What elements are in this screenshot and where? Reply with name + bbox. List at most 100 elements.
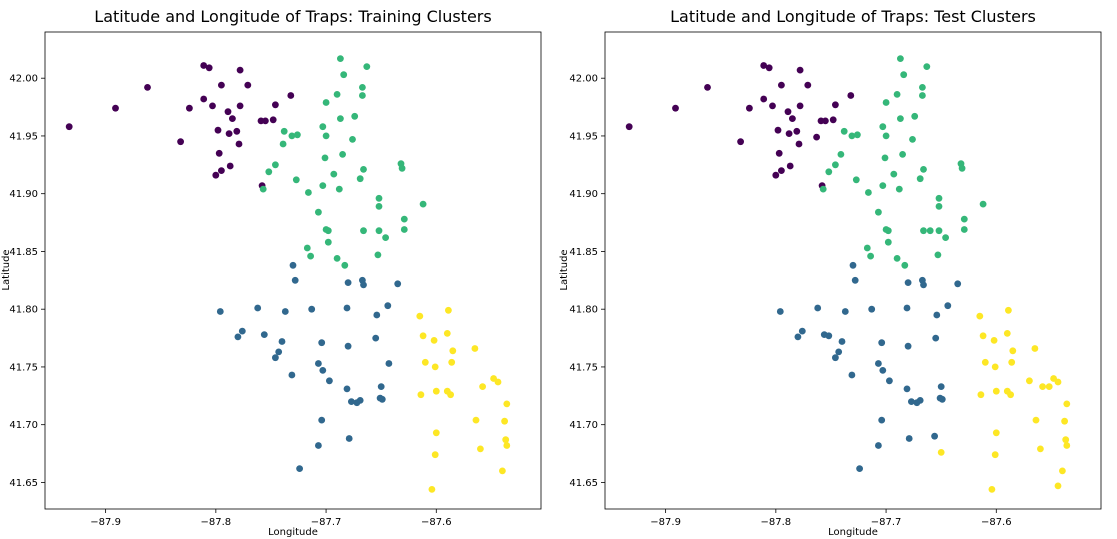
scatter-point (177, 138, 185, 146)
scatter-point (778, 167, 785, 175)
scatter-point (884, 227, 892, 235)
scatter-point (944, 302, 952, 310)
scatter-point (916, 397, 924, 404)
scatter-point (774, 126, 782, 134)
scatter-point (938, 395, 946, 403)
scatter-point (991, 363, 999, 371)
scatter-point (935, 194, 943, 202)
scatter-point (856, 465, 863, 472)
scatter-point (378, 395, 386, 403)
scatter-point (704, 84, 711, 91)
scatter-point (958, 164, 966, 172)
scatter-point (672, 104, 679, 112)
scatter-point (625, 123, 633, 131)
scatter-point (881, 154, 889, 162)
scatter-point (259, 185, 267, 193)
scatter-point (382, 234, 389, 242)
scatter-point (339, 151, 346, 158)
y-tick-label: 41.75 (569, 362, 598, 373)
scatter-point (960, 226, 968, 233)
scatter-point (854, 131, 861, 139)
scatter-point (144, 84, 151, 91)
scatter-point (315, 360, 322, 367)
scatter-point (278, 338, 286, 345)
y-tick-label: 41.65 (569, 478, 598, 489)
scatter-point (992, 387, 1000, 395)
scatter-point (1054, 378, 1062, 386)
scatter-point (793, 127, 801, 135)
scatter-point (296, 465, 303, 472)
scatter-point (348, 398, 355, 405)
scatter-point (903, 385, 911, 393)
scatter-point (990, 337, 998, 344)
scatter-point (852, 176, 860, 184)
scatter-point (291, 276, 299, 284)
scatter-point (288, 371, 296, 379)
scatter-point (375, 194, 383, 202)
y-tick-label: 42.00 (9, 74, 38, 85)
scatter-point (832, 354, 839, 362)
scatter-point (322, 99, 330, 106)
scatter-point (345, 435, 353, 442)
scatter-point (349, 136, 356, 143)
scatter-point (279, 140, 287, 148)
scatter-point (262, 117, 269, 125)
scatter-point (215, 149, 223, 157)
scatter-point (200, 62, 208, 69)
scatter-point (431, 451, 439, 459)
scatter-point (794, 333, 802, 341)
scatter-point (319, 182, 327, 190)
training-clusters-chart: Latitude and Longitude of Traps: Trainin… (1, 7, 542, 538)
scatter-point (1054, 482, 1062, 490)
y-tick-label: 41.85 (569, 247, 598, 258)
scatter-point (901, 261, 909, 269)
scatter-point (1009, 347, 1017, 355)
scatter-point (1026, 377, 1033, 385)
scatter-point (908, 398, 915, 405)
scatter-point (769, 102, 776, 110)
scatter-point (333, 255, 341, 262)
scatter-point (875, 442, 882, 449)
scatter-point (398, 164, 406, 172)
scatter-point (772, 171, 780, 179)
scatter-point (324, 238, 332, 246)
scatter-point (942, 234, 949, 242)
scatter-point (499, 467, 506, 475)
scatter-point (878, 339, 886, 347)
scatter-point (795, 140, 803, 148)
scatter-point (272, 161, 279, 169)
scatter-point (265, 168, 273, 176)
scatter-point (447, 391, 454, 399)
scatter-point (849, 261, 857, 269)
scatter-point (904, 279, 912, 286)
scatter-point (275, 348, 283, 356)
scatter-point (269, 116, 277, 124)
y-tick-label: 41.80 (9, 305, 38, 316)
scatter-point (322, 132, 330, 140)
scatter-point (318, 339, 326, 347)
scatter-point (432, 387, 440, 395)
scatter-point (988, 486, 996, 493)
scatter-point (308, 305, 316, 313)
scatter-point (935, 227, 943, 235)
scatter-point (294, 131, 301, 139)
scatter-point (360, 227, 367, 235)
scatter-point (360, 281, 367, 289)
y-axis-label: Latitude (1, 249, 12, 290)
scatter-point (796, 102, 804, 110)
scatter-point (472, 416, 480, 424)
y-tick-label: 41.95 (569, 131, 598, 142)
scatter-point (318, 416, 326, 424)
scatter-point (937, 383, 945, 390)
scatter-point (865, 189, 872, 196)
scatter-point (374, 251, 382, 259)
scatter-point (919, 84, 926, 91)
scatter-point (421, 358, 429, 366)
scatter-point (224, 108, 232, 116)
scatter-point (903, 304, 911, 312)
scatter-point (904, 342, 912, 350)
x-tick-label: −87.7 (311, 517, 342, 528)
scatter-point (214, 126, 222, 134)
scatter-point (1008, 358, 1016, 366)
x-tick-label: −87.6 (981, 517, 1012, 528)
